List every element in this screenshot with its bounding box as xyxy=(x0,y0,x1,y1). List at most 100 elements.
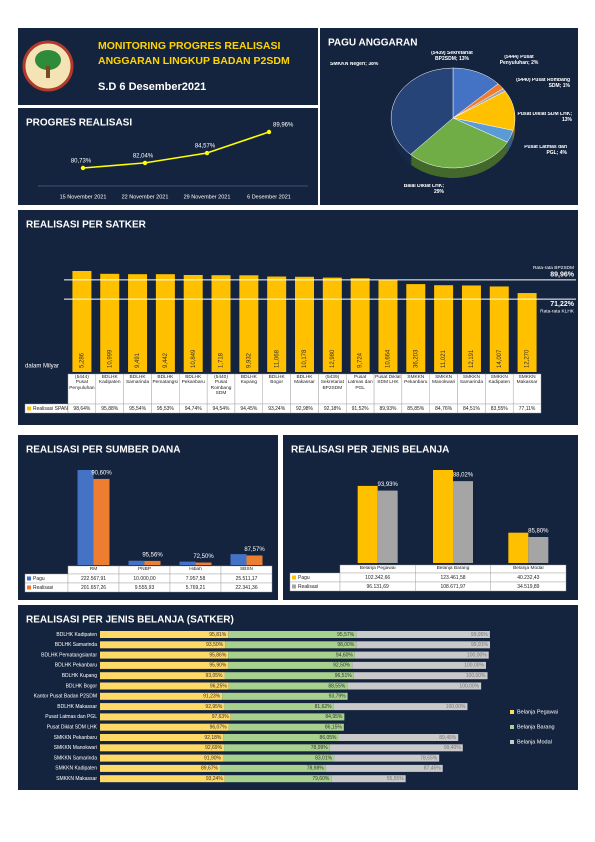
bar xyxy=(195,562,212,565)
table-value: 102.342,66 xyxy=(365,575,390,581)
label-box: SBSN xyxy=(240,567,253,572)
label-box: BDLHK Pekanbaru xyxy=(181,375,205,386)
data-label: 100,00% xyxy=(467,652,487,658)
table-value: 84,51% xyxy=(463,406,481,412)
bar xyxy=(489,286,509,372)
y-tick-label: Kantor Pusat Badan P2SDM xyxy=(34,694,97,700)
bar-segment xyxy=(100,754,223,762)
legend-label: Belanja Barang xyxy=(517,724,555,730)
legend-label: Realisasi xyxy=(298,584,318,590)
slice xyxy=(390,67,454,155)
category-label: Belanja Barang xyxy=(436,566,470,571)
bar xyxy=(179,561,196,565)
data-label: 88,55% xyxy=(328,683,346,689)
table-value: 22.341,36 xyxy=(235,585,257,591)
amount-label: 10,664 xyxy=(386,349,392,368)
category-label: PNBP xyxy=(137,567,152,572)
y-tick-label: Pusat Diklat SDM LHK xyxy=(47,725,98,731)
bar-segment xyxy=(347,682,482,690)
header-title: ANGGARAN LINGKUP BADAN P2SDM xyxy=(98,55,290,67)
x-tick-label: 6 Desember 2021 xyxy=(247,194,291,200)
y-axis-label: dalam Milyar xyxy=(25,364,59,370)
table-value: 96.131,69 xyxy=(367,584,389,590)
bar-segment xyxy=(228,682,348,690)
data-label: 98,00% xyxy=(337,642,355,648)
amount-label: 9,491 xyxy=(135,352,141,368)
bar xyxy=(378,279,398,372)
label-box: SMKKN Pekanbaru xyxy=(404,375,428,386)
bar-segment xyxy=(352,661,486,669)
data-label: 95,81% xyxy=(209,632,227,638)
bar xyxy=(433,470,453,563)
bar-segment xyxy=(100,703,225,711)
chart-title: PROGRES REALISASI xyxy=(26,118,132,129)
annotation: 85,80% xyxy=(528,529,549,535)
bar xyxy=(406,284,426,372)
label-box: Pusat Latmas dan PGL; 4% xyxy=(524,145,567,155)
bar xyxy=(72,271,92,372)
bar-segment xyxy=(100,651,229,659)
bar-segment xyxy=(220,764,326,772)
legend-swatch xyxy=(510,725,514,729)
annotation: 72,50% xyxy=(193,554,214,560)
data-label: 79,60% xyxy=(312,776,330,782)
bar xyxy=(508,532,529,563)
bar-segment xyxy=(353,672,488,680)
table-value: 85,85% xyxy=(407,406,425,412)
label-box: Belanja Modal xyxy=(513,566,544,571)
label-box: BDLHK Bogor xyxy=(269,375,285,385)
bar-segment xyxy=(100,641,226,649)
category-label: SMKKN Pekanbaru xyxy=(404,375,428,386)
legend-swatch xyxy=(292,575,296,580)
data-label: 99,95% xyxy=(471,632,489,638)
bar-segment xyxy=(331,775,406,783)
bar xyxy=(322,277,342,372)
label-box: Pusat Diklat SDM LHK; 13% xyxy=(518,112,572,122)
category-label: BDLHK Pematangsiantar xyxy=(152,375,178,386)
bar xyxy=(230,554,247,565)
amount-label: 36,203 xyxy=(413,349,419,368)
bar-segment xyxy=(223,734,339,741)
table-cell xyxy=(67,373,97,405)
bar-segment xyxy=(222,754,335,762)
bar-segment xyxy=(338,734,459,741)
bar-segment xyxy=(224,672,354,680)
label-box: (5439) Sekretariat BP2SDM; 13% xyxy=(431,51,473,61)
bar-segment xyxy=(230,713,345,721)
data-label: 99,91% xyxy=(471,642,489,648)
x-tick-label: 15 November 2021 xyxy=(60,194,107,200)
label-box: Balai Diklat LHK; 29% xyxy=(404,184,444,194)
label-box: SMKKN Negeri; 38% xyxy=(330,62,378,67)
bar-segment xyxy=(100,713,231,721)
category-label: SMKKN Makassar xyxy=(516,375,538,386)
data-label: 97,63% xyxy=(212,714,230,720)
amount-label: 11,021 xyxy=(441,349,447,368)
table-value: 10.000,00 xyxy=(133,576,155,582)
data-label: 78,55% xyxy=(420,755,438,761)
amount-label: 12,191 xyxy=(469,349,475,368)
table-cell xyxy=(262,373,291,405)
bar xyxy=(434,285,454,372)
reference-name: Rata-rata BP2SDM xyxy=(533,265,574,271)
amount-label: 5,286 xyxy=(79,352,85,368)
table-value: 94,54% xyxy=(213,406,231,412)
label-box: SMKKN Kadipaten xyxy=(488,375,510,385)
y-tick-label: Pusat Latmas dan PGL xyxy=(45,714,97,720)
category-label: BDLHK Pekanbaru xyxy=(181,375,205,386)
label-box: (5444) Pusat Penyuluhan xyxy=(69,375,94,391)
table-value: 25.511,17 xyxy=(236,576,258,582)
table-value: 91,52% xyxy=(352,406,370,412)
data-label: 81,62% xyxy=(315,704,333,710)
panel xyxy=(18,108,318,205)
table-value: 40.232,43 xyxy=(517,575,539,581)
amount-label: 12,270 xyxy=(525,349,531,368)
chart-title: REALISASI PER JENIS BELANJA xyxy=(291,445,449,456)
label-box: (5439) Sekretariat BP2SDM xyxy=(321,375,344,391)
data-label: 87,45% xyxy=(424,766,442,772)
legend-label: Realisasi SPAN xyxy=(33,406,68,412)
category-label: Belanja Modal xyxy=(513,566,544,571)
bar xyxy=(246,555,263,565)
header-date: S.D 6 Desember2021 xyxy=(98,81,206,93)
amount-label: 10,849 xyxy=(191,349,197,368)
